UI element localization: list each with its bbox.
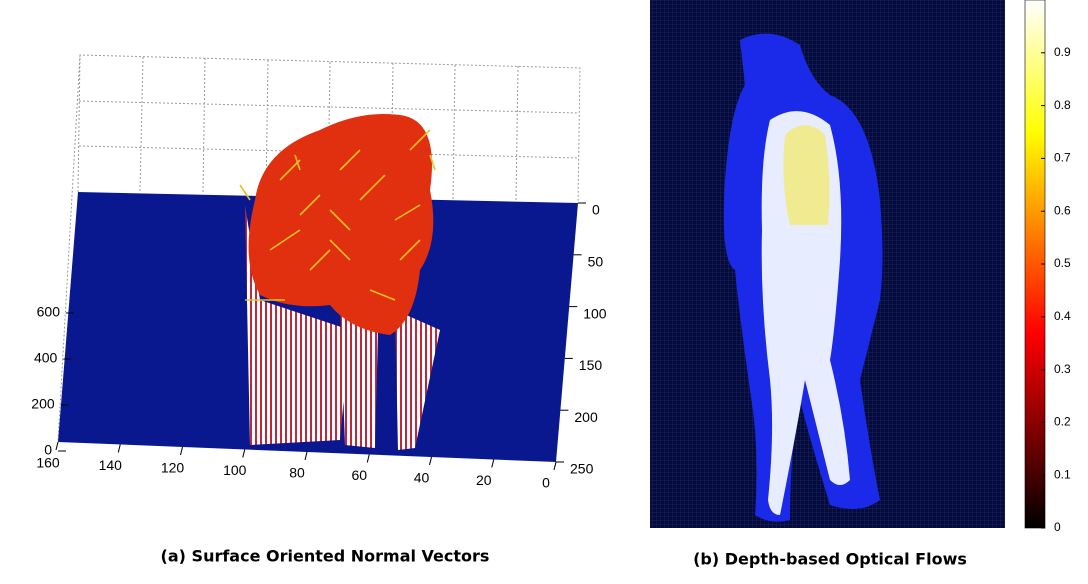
box-grid — [57, 54, 581, 443]
x-tick — [242, 449, 246, 458]
colorbar-tick-label: 0.6 — [1054, 203, 1071, 217]
x-tick — [180, 446, 183, 456]
normal-vectors — [239, 129, 436, 301]
x-tick — [553, 461, 557, 471]
x-tick — [429, 456, 432, 466]
colorbar-tick-label: 0.8 — [1054, 98, 1071, 112]
colorbar-tick-label: 0 — [1054, 520, 1061, 534]
x-tick — [304, 451, 308, 461]
surface-wall — [395, 310, 440, 450]
colorbar-tick-label: 0.3 — [1054, 362, 1071, 376]
x-tick — [366, 454, 370, 463]
x-tick-label: 40 — [414, 470, 430, 486]
colorbar-tick-label: 0.1 — [1054, 467, 1071, 481]
colorbar-tick-label: 0.9 — [1054, 45, 1071, 59]
surface-wall — [340, 300, 378, 448]
x-tick-label: 80 — [289, 465, 305, 481]
x-tick — [55, 441, 59, 451]
y-tick-label: 150 — [579, 357, 603, 373]
x-tick-label: 0 — [542, 475, 550, 491]
y-tick-label: 250 — [570, 461, 594, 477]
x-tick-label: 100 — [223, 462, 247, 478]
x-tick-label: 160 — [36, 455, 60, 471]
colorbar-tick-label: 0.5 — [1054, 256, 1071, 270]
surface-wall — [245, 205, 350, 445]
surface-panel — [57, 54, 581, 462]
panel-title: (b) Depth-based Optical Flows — [693, 550, 967, 569]
colorbar-tick-label: 0.4 — [1054, 309, 1071, 323]
x-tick-label: 60 — [351, 467, 367, 483]
y-tick-label: 200 — [574, 409, 598, 425]
surface-blob — [248, 114, 434, 335]
torso — [783, 125, 830, 225]
y-tick-label: 0 — [592, 202, 600, 218]
z-tick-label: 600 — [37, 304, 61, 320]
panel-title: (a) Surface Oriented Normal Vectors — [161, 547, 490, 566]
z-tick-label: 0 — [44, 442, 52, 458]
x-tick — [117, 444, 121, 453]
y-tick-label: 100 — [583, 305, 607, 321]
x-tick-label: 120 — [161, 460, 185, 476]
x-tick-label: 20 — [476, 472, 492, 488]
z-tick-label: 200 — [31, 396, 55, 412]
y-tick-label: 50 — [588, 254, 604, 270]
flow-panel — [650, 0, 1046, 529]
colorbar-tick-label: 0.7 — [1054, 151, 1071, 165]
z-tick-label: 400 — [34, 350, 58, 366]
x-tick-label: 140 — [99, 457, 123, 473]
x-tick — [491, 459, 495, 468]
colorbar-tick-label: 0.2 — [1054, 415, 1071, 429]
